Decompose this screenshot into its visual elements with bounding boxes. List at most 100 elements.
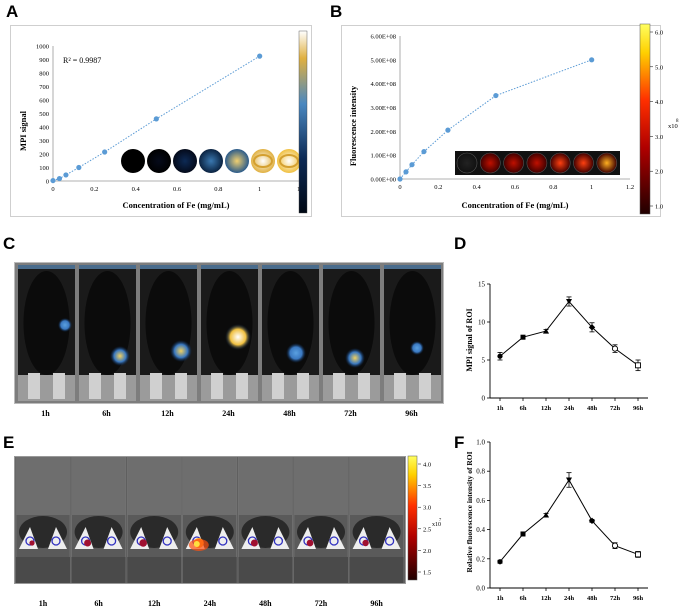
- data-point: [409, 162, 415, 168]
- data-point: [543, 512, 549, 518]
- chart-f: 0.0 0.2 0.4 0.6 0.8 1.0 1h 6h 12h 24h 48h 72h 96h R…: [465, 439, 648, 602]
- series-line: [499, 479, 639, 563]
- chart-b-ylabel: Fluorescence intensity: [348, 85, 358, 166]
- fluorescence-well: [596, 152, 618, 174]
- data-point: [493, 92, 499, 99]
- x-tick-label: 96h: [633, 405, 644, 412]
- panel-a-frame: 0 100 200 300 400 500 600 700 800 900 1000 0 0.2 0.4…: [10, 25, 312, 217]
- mouse-body: [23, 271, 70, 375]
- mouse-base: [384, 375, 441, 401]
- data-point: [497, 559, 503, 565]
- mouse-base: [79, 375, 136, 401]
- upper-background: [238, 457, 293, 515]
- mouse-leg: [394, 373, 406, 399]
- phantom-circle: [225, 149, 249, 173]
- phantom-circle: [121, 149, 145, 173]
- image-scale-bar: [79, 265, 136, 269]
- data-point: [589, 57, 595, 63]
- fluorescence-spot: [362, 539, 369, 547]
- chart-d-ylabel: MPI signal of ROI: [465, 308, 474, 371]
- y-tick-label: 400: [39, 125, 49, 132]
- chart-f-ylabel: Relative fluorescence intensity of ROI: [465, 451, 474, 572]
- colorbar-b-unit-exponent: 8: [676, 119, 679, 124]
- image-scale-bar: [262, 265, 319, 269]
- x-tick-label: 24h: [564, 405, 575, 412]
- fluorescence-well-images: [455, 151, 620, 175]
- mpi-signal-spot: [110, 346, 130, 366]
- mouse-leg: [358, 373, 370, 399]
- phantom-circle: [277, 149, 301, 173]
- x-tick-label: 0: [398, 184, 401, 191]
- image-scale-bar: [384, 265, 441, 269]
- y-tick-label: 0.0: [476, 585, 485, 593]
- roi-circle: [51, 536, 61, 546]
- y-tick-label: 1.0: [476, 439, 485, 447]
- mpi-timepoint-label: 48h: [283, 409, 296, 418]
- mouse-leg: [53, 373, 65, 399]
- x-tick-label: 48h: [587, 595, 598, 602]
- y-tick-label: 0: [482, 395, 486, 403]
- fluorescence-spot: [306, 539, 314, 547]
- fluorescence-timepoint-label: 1h: [38, 599, 48, 608]
- colorbar-tick-label: 2.5: [423, 526, 431, 533]
- fluorescence-spot: [250, 539, 258, 547]
- y-tick-label: 700: [39, 84, 49, 91]
- y-tick-label: 0.00E+00: [370, 177, 396, 184]
- data-point: [102, 149, 108, 155]
- image-scale-bar: [140, 265, 197, 269]
- image-scale-bar: [201, 265, 258, 269]
- data-point: [63, 172, 69, 178]
- colorbar-tick-label: 3.0: [423, 505, 431, 512]
- roi-circle: [106, 536, 117, 546]
- colorbar-tick-label: 1.0: [655, 204, 663, 211]
- data-point: [56, 175, 63, 182]
- mpi-phantom-images: [121, 149, 301, 173]
- y-tick-label: 300: [39, 138, 49, 145]
- phantom-circle: [147, 149, 171, 173]
- image-scale-bar: [18, 265, 75, 269]
- data-point: [445, 127, 451, 133]
- lower-background: [71, 557, 126, 583]
- data-point: [520, 531, 526, 537]
- fluorescence-spot: [193, 541, 200, 547]
- y-tick-label: 0.8: [476, 468, 485, 476]
- y-tick-label: 5: [482, 357, 486, 365]
- colorbar-tick-label: 2.0: [423, 548, 431, 555]
- phantom-circle: [199, 149, 223, 173]
- data-point: [635, 362, 641, 369]
- upper-background: [349, 457, 404, 515]
- mpi-timepoint-label: 72h: [344, 409, 357, 418]
- y-tick-label: 6.00E+08: [370, 34, 396, 41]
- x-tick-label: 72h: [610, 405, 621, 412]
- roi-circle: [218, 536, 228, 546]
- x-tick-label: 1h: [497, 595, 504, 602]
- fluorescence-well: [503, 152, 524, 174]
- data-point: [635, 551, 641, 558]
- chart-a-ylabel: MPI signal: [18, 110, 28, 151]
- y-tick-label: 0.4: [476, 526, 485, 534]
- colorbar-tick-label: 5.0: [655, 64, 663, 71]
- x-tick-label: 0.2: [434, 184, 442, 191]
- mpi-signal-spot: [345, 348, 365, 368]
- y-tick-label: 10: [478, 319, 486, 327]
- mouse-base: [201, 375, 258, 401]
- x-tick-label: 0.4: [473, 184, 482, 191]
- mpi-colorbar-gradient: [298, 30, 308, 214]
- lower-background: [127, 557, 182, 583]
- x-tick-label: 6h: [520, 405, 527, 412]
- mouse-body: [389, 271, 436, 375]
- fluorescence-well: [573, 152, 594, 174]
- data-point: [543, 328, 549, 334]
- mouse-base: [18, 375, 75, 401]
- x-tick-label: 6h: [520, 595, 527, 602]
- upper-background: [16, 457, 70, 515]
- mpi-timepoint-label: 6h: [102, 409, 111, 418]
- y-tick-label: 900: [39, 57, 49, 64]
- y-tick-label: 1.00E+08: [370, 153, 396, 160]
- fluorescence-colorbar-e: 4.0 3.5 3.0 2.5 2.0 1.5 x10 7: [407, 455, 442, 581]
- fluorescence-timepoint-label: 24h: [203, 599, 217, 608]
- x-tick-label: 0.8: [214, 186, 222, 193]
- mpi-timepoint-label: 24h: [222, 409, 235, 418]
- fluorescence-timepoint-label: 6h: [94, 599, 103, 608]
- upper-background: [294, 457, 348, 515]
